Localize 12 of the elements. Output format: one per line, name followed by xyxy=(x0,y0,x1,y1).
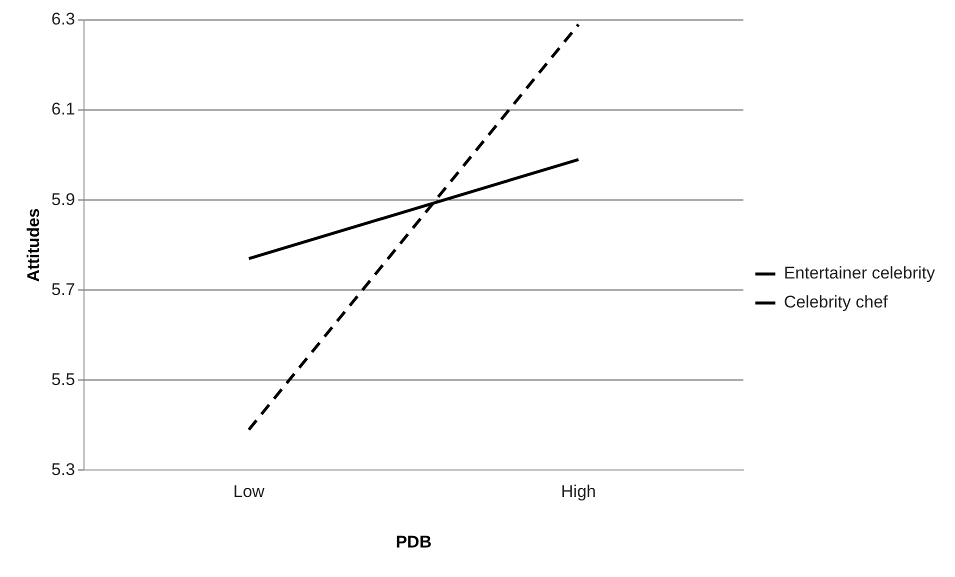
y-tick-label: 5.5 xyxy=(51,370,76,389)
legend-label: Entertainer celebrity xyxy=(784,264,936,283)
x-tick-label: High xyxy=(561,482,596,502)
legend-label: Celebrity chef xyxy=(784,292,888,312)
y-axis-title: Attitudes xyxy=(24,208,43,282)
y-tick-label: 6.3 xyxy=(51,10,76,29)
y-tick-label: 5.3 xyxy=(51,460,76,479)
y-tick-label: 5.7 xyxy=(51,280,76,299)
y-tick-label: 5.9 xyxy=(51,190,76,209)
y-tick-label: 6.1 xyxy=(51,100,76,119)
x-tick-label: Low xyxy=(233,482,266,502)
x-axis-title: PDB xyxy=(396,532,432,552)
